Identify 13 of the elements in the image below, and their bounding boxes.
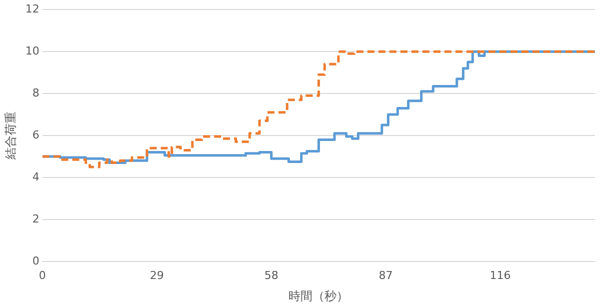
y-tick-label: 10: [25, 44, 40, 58]
y-tick-label: 0: [32, 254, 40, 268]
x-axis-title: 時間（秒）: [288, 288, 349, 303]
x-tick-label: 58: [264, 268, 278, 282]
y-tick-label: 8: [32, 86, 40, 100]
x-tick-label: 116: [490, 268, 511, 282]
x-tick-label: 87: [378, 268, 393, 282]
y-axis-title: 結合荷重: [3, 112, 18, 160]
y-tick-label: 4: [32, 170, 40, 184]
y-tick-label: 6: [32, 128, 40, 142]
x-tick-label: 29: [150, 268, 164, 282]
y-tick-label: 12: [25, 2, 40, 16]
y-tick-label: 2: [32, 212, 40, 226]
